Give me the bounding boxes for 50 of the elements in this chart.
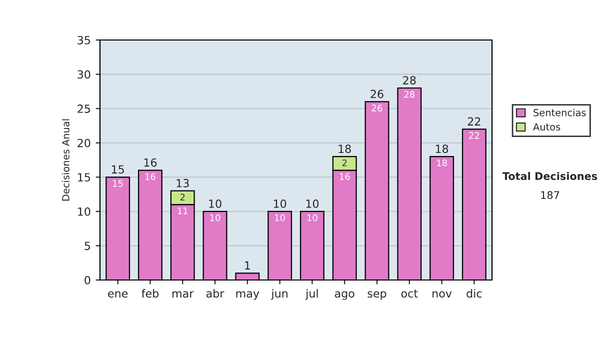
total-label: 10 — [306, 200, 319, 208]
y-tick-label: 15 — [78, 173, 90, 182]
y-tick-label: 30 — [78, 70, 90, 79]
total-label: 10 — [274, 200, 286, 208]
x-tick-label: jun — [271, 289, 288, 300]
total-label: 1 — [245, 261, 250, 270]
text: 187 — [541, 191, 560, 200]
data-label: 10 — [307, 214, 318, 222]
legend-label: Sentencias — [534, 108, 586, 116]
legend-label: Autos — [533, 123, 560, 131]
data-label: 28 — [404, 90, 415, 98]
total-label: 16 — [144, 158, 157, 167]
x-tick-label: jul — [305, 289, 318, 300]
data-label: 22 — [469, 132, 480, 139]
total-label: 28 — [403, 76, 416, 84]
x-tick-label: abr — [206, 289, 224, 298]
data-label: 16 — [145, 173, 156, 180]
data-label: 26 — [372, 104, 382, 112]
data-label: 10 — [210, 214, 220, 222]
x-tick-label: may — [236, 291, 260, 300]
x-tick-label: ene — [108, 291, 128, 298]
total-label: 18 — [338, 144, 351, 154]
data-label: 2 — [342, 159, 347, 166]
y-tick-label: 5 — [84, 242, 90, 250]
x-tick-label: mar — [172, 291, 194, 298]
data-label: 2 — [180, 194, 185, 200]
x-tick-label: ago — [334, 291, 354, 300]
total-label: 22 — [468, 117, 480, 126]
x-tick-label: nov — [432, 291, 452, 298]
total-label: 10 — [209, 200, 222, 208]
total-label: 18 — [436, 144, 448, 154]
total-label: 13 — [176, 178, 189, 188]
data-label: 10 — [275, 214, 285, 222]
x-tick-label: oct — [401, 290, 418, 298]
y-tick-label: 35 — [78, 36, 90, 44]
total-label: 26 — [370, 90, 384, 98]
x-tick-label: dic — [466, 289, 482, 298]
data-label: 15 — [113, 180, 123, 187]
data-label: 16 — [340, 173, 350, 180]
y-tick-label: 25 — [78, 104, 90, 113]
total-label: 15 — [112, 165, 124, 174]
data-label: 11 — [178, 208, 188, 214]
y-axis-title: Decisiones Anual — [62, 119, 70, 201]
x-tick-label: feb — [142, 289, 159, 298]
text: Total Decisiones — [502, 172, 598, 180]
y-tick-label: 20 — [78, 138, 90, 148]
y-tick-label: 0 — [84, 276, 90, 284]
data-label: 18 — [437, 159, 447, 166]
x-tick-label: sep — [368, 291, 386, 300]
y-tick-label: 10 — [78, 207, 90, 216]
